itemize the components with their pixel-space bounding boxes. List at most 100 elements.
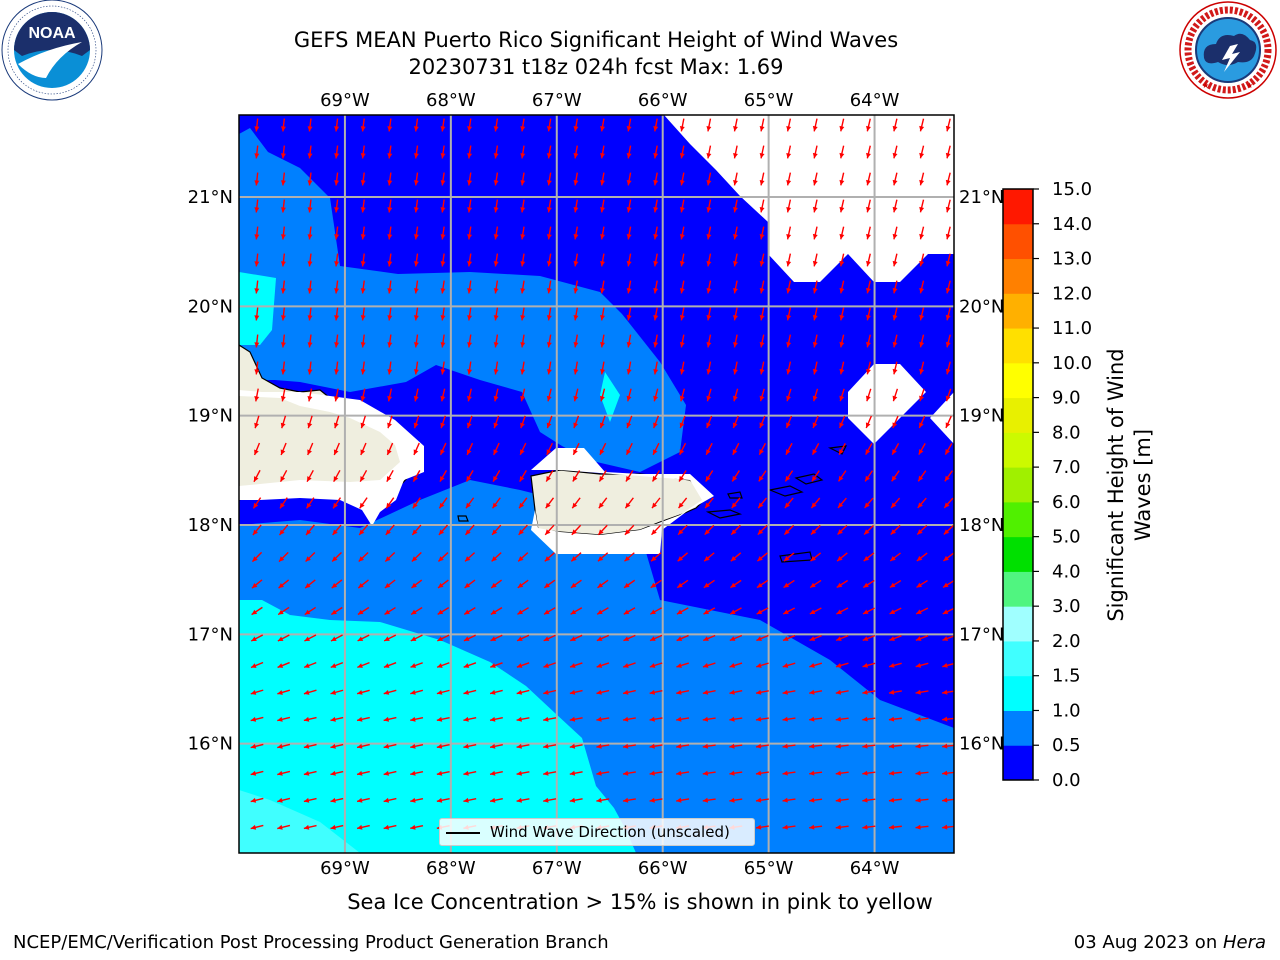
wave-arrow-head xyxy=(303,770,310,776)
colorbar-segment xyxy=(1003,328,1033,364)
wave-arrow-head xyxy=(252,556,258,562)
wave-arrow-head xyxy=(546,315,552,321)
wave-arrow-head xyxy=(546,234,552,240)
wave-arrow-head xyxy=(250,663,257,668)
wave-arrow-head xyxy=(732,449,738,455)
wave-arrow-head xyxy=(600,207,605,213)
wave-arrow-head xyxy=(889,662,895,668)
wave-arrow-head xyxy=(651,502,658,509)
wave-arrow-head xyxy=(357,743,363,749)
wave-arrow-head xyxy=(812,422,818,428)
wave-arrow-head xyxy=(383,743,390,749)
wave-arrow-head xyxy=(280,288,286,294)
wave-arrow-head xyxy=(520,153,526,159)
wave-arrow-head xyxy=(493,476,498,482)
wave-arrow-head xyxy=(729,770,735,776)
wave-arrow-head xyxy=(307,342,313,348)
wave-arrow-head xyxy=(357,770,363,776)
wave-arrow-head xyxy=(596,797,602,803)
wave-arrow-head xyxy=(490,770,496,776)
wave-arrow-head xyxy=(544,556,551,562)
wave-arrow-head xyxy=(679,206,685,213)
wave-arrow-head xyxy=(679,422,685,429)
wave-arrow-head xyxy=(360,126,366,132)
lat-label: 17°N xyxy=(959,624,1004,645)
wave-arrow-head xyxy=(596,743,602,749)
wave-arrow-head xyxy=(864,529,870,535)
wave-arrow-head xyxy=(600,153,605,159)
wave-arrow-head xyxy=(733,287,738,294)
wave-arrow-head xyxy=(573,207,579,213)
wave-arrow-head xyxy=(785,475,791,482)
wave-arrow-head xyxy=(438,582,444,588)
wave-arrow-head xyxy=(467,234,473,240)
wave-arrow-head xyxy=(571,529,578,535)
wave-arrow-head xyxy=(732,422,738,429)
wave-arrow-head xyxy=(573,315,579,321)
colorbar-segment xyxy=(1003,606,1033,642)
wave-arrow-head xyxy=(307,180,313,186)
wave-arrow-head xyxy=(839,233,845,240)
wave-arrow-head xyxy=(786,341,792,348)
wave-arrow-head xyxy=(277,824,283,830)
wave-arrow-head xyxy=(360,288,366,294)
wave-arrow-head xyxy=(919,233,925,240)
wave-arrow-head xyxy=(517,636,523,641)
wave-arrow-head xyxy=(463,689,469,695)
wave-arrow-head xyxy=(546,449,552,455)
wave-arrow-head xyxy=(413,180,419,186)
wave-arrow-head xyxy=(331,582,338,589)
wave-arrow-head xyxy=(334,153,340,159)
wave-arrow-head xyxy=(653,234,659,240)
wave-arrow-head xyxy=(836,582,843,588)
wave-arrow-head xyxy=(596,716,602,722)
chart-subtitle: 20230731 t18z 024h fcst Max: 1.69 xyxy=(408,55,784,79)
wave-arrow-head xyxy=(252,529,258,536)
wave-arrow-head xyxy=(733,260,738,267)
colorbar-tick-label: 12.0 xyxy=(1052,283,1092,304)
wave-arrow-head xyxy=(597,582,604,588)
wave-arrow-head xyxy=(597,556,604,562)
wave-arrow-head xyxy=(623,663,629,668)
wave-arrow-head xyxy=(812,395,818,402)
wave-arrow-head xyxy=(862,689,868,695)
wave-arrow-head xyxy=(413,153,419,159)
wave-arrow-head xyxy=(570,582,577,588)
wave-arrow-head xyxy=(626,126,632,132)
wave-arrow-head xyxy=(839,368,845,375)
wave-arrow-head xyxy=(493,180,499,186)
wave-arrow-head xyxy=(626,395,632,402)
sea-ice-note: Sea Ice Concentration > 15% is shown in … xyxy=(347,890,933,914)
wave-arrow-head xyxy=(892,341,898,348)
wave-arrow-head xyxy=(679,341,685,348)
wave-arrow-head xyxy=(782,689,788,695)
wave-arrow-head xyxy=(466,422,472,429)
wave-arrow-head xyxy=(945,260,951,267)
white-mask-pr xyxy=(531,448,714,554)
wave-arrow-head xyxy=(520,288,526,294)
wave-arrow-head xyxy=(516,689,523,695)
wave-arrow-head xyxy=(573,180,579,186)
wave-arrow-head xyxy=(622,743,629,749)
colorbar-tick-label: 8.0 xyxy=(1052,422,1081,443)
wave-arrow-head xyxy=(703,636,709,641)
wave-arrow-head xyxy=(520,261,526,267)
colorbar-tick-label: 9.0 xyxy=(1052,388,1081,409)
lon-label: 69°W xyxy=(320,858,370,879)
wave-arrow-head xyxy=(759,422,765,429)
wave-arrow-head xyxy=(835,689,842,695)
wave-arrow-head xyxy=(809,716,815,722)
wave-arrow-head xyxy=(386,476,392,482)
wave-arrow-head xyxy=(250,690,257,695)
wave-arrow-head xyxy=(490,797,496,803)
wave-arrow-head xyxy=(653,449,658,455)
wave-arrow-head xyxy=(623,636,630,641)
wave-arrow-head xyxy=(916,609,922,614)
wave-arrow-head xyxy=(303,824,310,830)
wave-arrow-head xyxy=(653,288,659,294)
wave-arrow-head xyxy=(729,663,736,668)
wave-arrow-head xyxy=(516,797,522,803)
wave-arrow-head xyxy=(653,261,659,267)
wave-arrow-head xyxy=(465,529,471,535)
wave-arrow-head xyxy=(812,449,818,455)
